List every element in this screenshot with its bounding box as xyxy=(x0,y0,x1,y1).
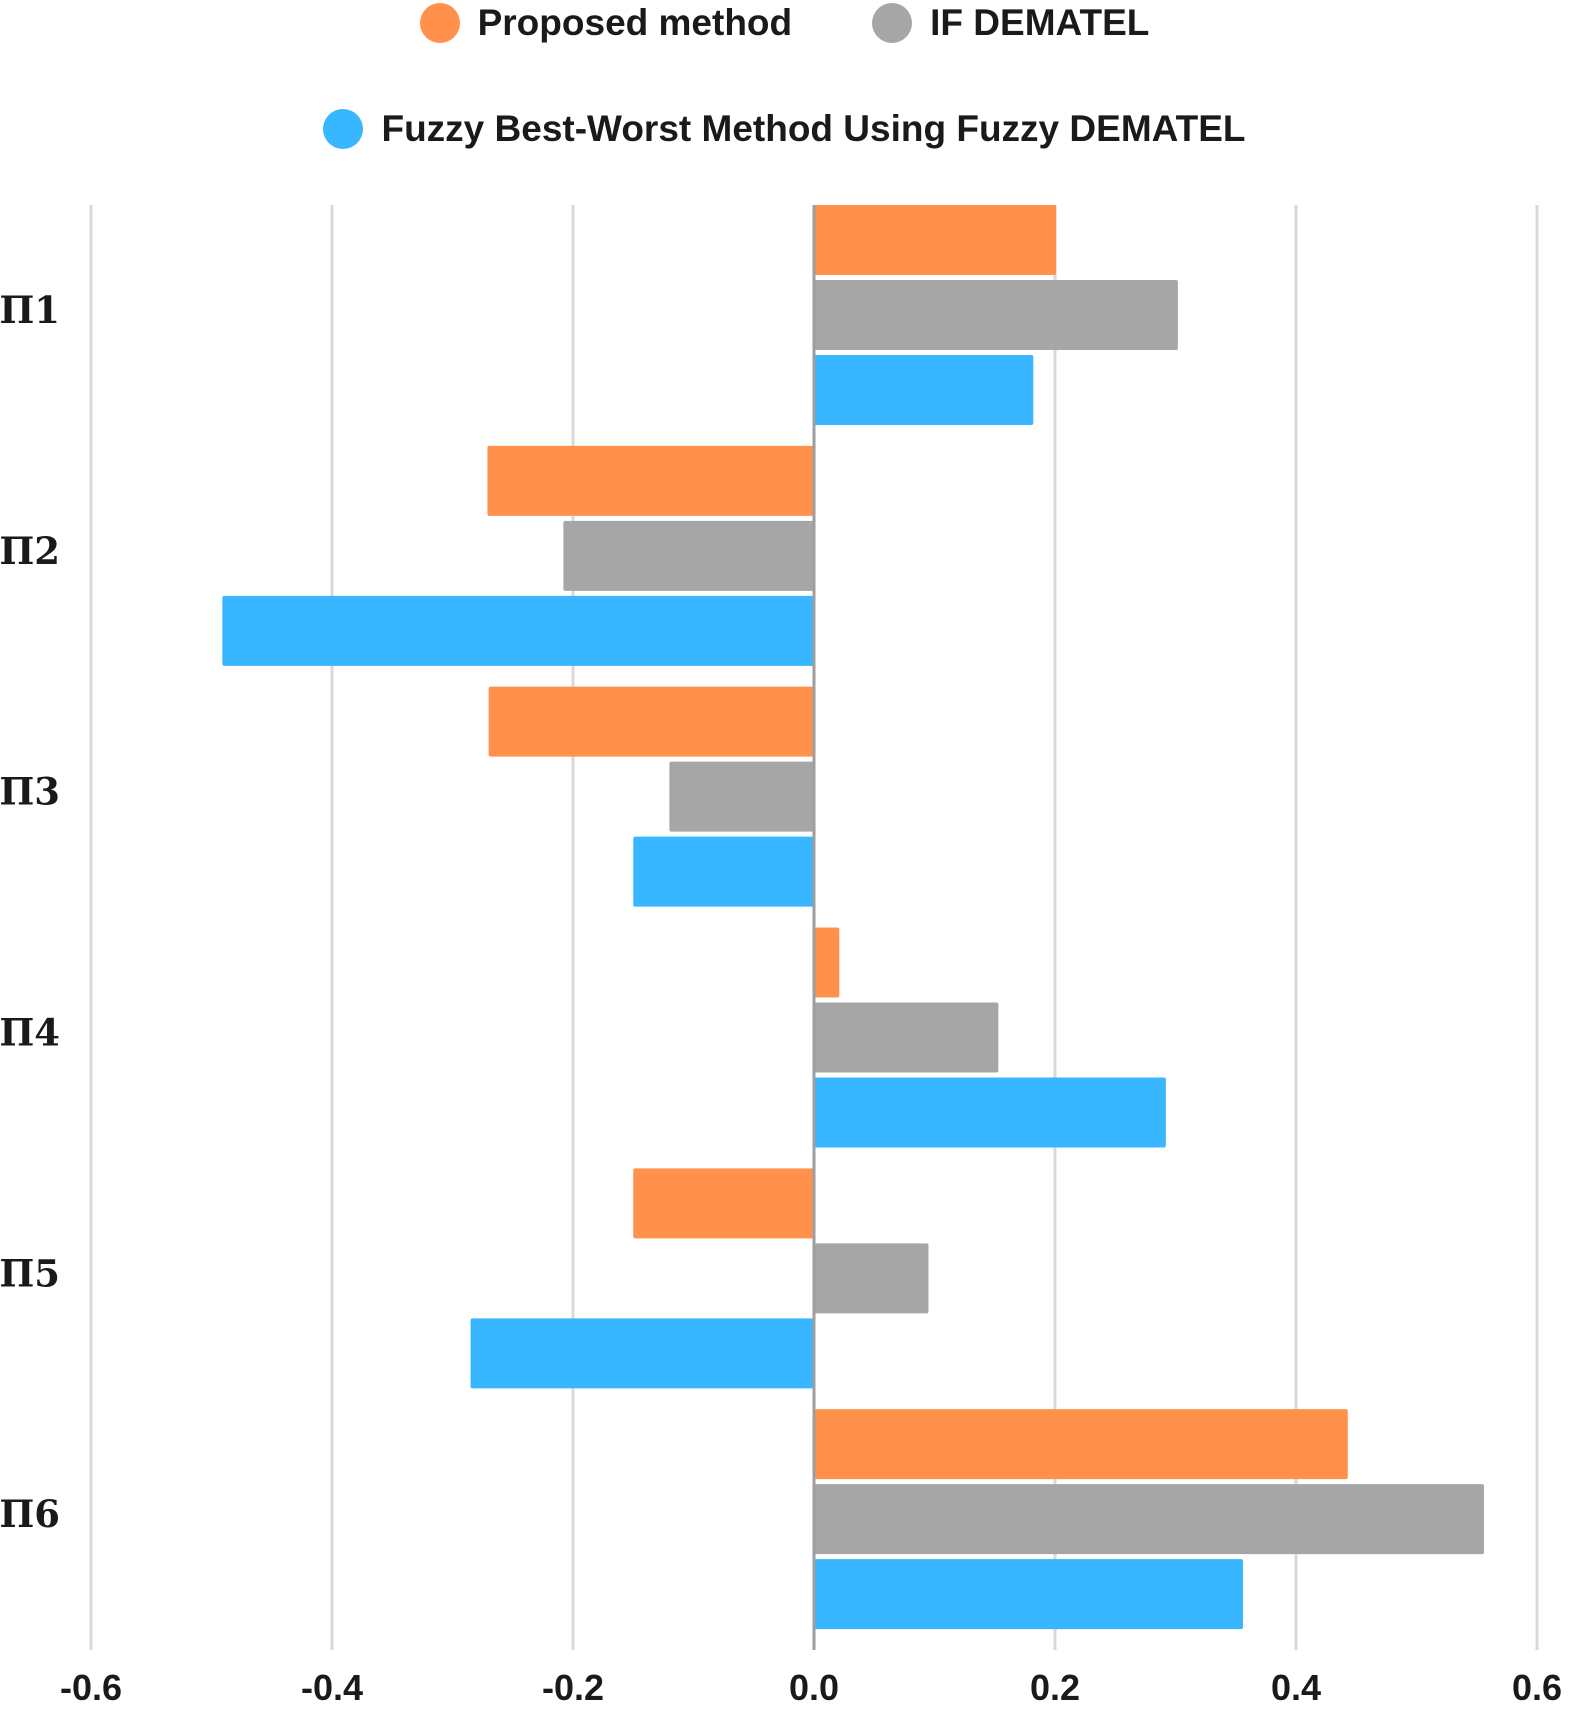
category-label: Π1 xyxy=(0,288,60,332)
bar-Π5-fuzzy-best-worst-method-using-fuzzy-dematel xyxy=(470,1318,814,1389)
bar-Π4-fuzzy-best-worst-method-using-fuzzy-dematel xyxy=(814,1077,1166,1148)
legend-swatch-proposed-method xyxy=(419,3,460,43)
x-tick-labels: -0.6 -0.4 -0.2 0.0 0.2 0.4 0.6 xyxy=(60,1667,1562,1708)
bar-Π2-if-dematel xyxy=(563,520,814,591)
x-tick-label: 0.0 xyxy=(789,1667,839,1708)
legend-item-fuzzy-bwm: Fuzzy Best-Worst Method Using Fuzzy DEMA… xyxy=(323,108,1246,150)
legend-swatch-fuzzy-bwm xyxy=(323,109,364,149)
bar-Π2-fuzzy-best-worst-method-using-fuzzy-dematel xyxy=(222,595,815,666)
legend-row-2: Fuzzy Best-Worst Method Using Fuzzy DEMA… xyxy=(0,106,1569,152)
bars xyxy=(222,205,1484,1630)
x-tick-label: 0.4 xyxy=(1271,1667,1321,1708)
bar-Π6-if-dematel xyxy=(814,1484,1484,1555)
category-label: Π4 xyxy=(0,1010,60,1054)
x-tick-label: 0.6 xyxy=(1512,1667,1562,1708)
legend-label-proposed-method: Proposed method xyxy=(477,2,793,43)
x-tick-label: -0.4 xyxy=(301,1667,363,1708)
bar-Π1-fuzzy-best-worst-method-using-fuzzy-dematel xyxy=(814,355,1034,425)
bar-Π4-proposed-method xyxy=(814,927,840,998)
legend-row-1: Proposed method IF DEMATEL xyxy=(0,0,1569,46)
x-tick-label: 0.2 xyxy=(1030,1667,1080,1708)
category-label: Π3 xyxy=(0,770,60,814)
legend-label-if-dematel: IF DEMATEL xyxy=(930,2,1150,43)
bar-Π1-proposed-method xyxy=(814,205,1057,275)
x-tick-label: -0.2 xyxy=(542,1667,604,1708)
category-labels: Π1 Π2 Π3 Π4 Π5 Π6 xyxy=(0,288,60,1536)
legend-swatch-if-dematel xyxy=(872,3,913,43)
legend-label-fuzzy-bwm: Fuzzy Best-Worst Method Using Fuzzy DEMA… xyxy=(381,108,1246,149)
x-tick-label: -0.6 xyxy=(60,1667,122,1708)
category-label: Π6 xyxy=(0,1492,60,1536)
bar-Π3-if-dematel xyxy=(669,761,814,832)
bar-Π6-proposed-method xyxy=(814,1409,1348,1480)
bar-Π5-proposed-method xyxy=(633,1168,814,1239)
bar-Π1-if-dematel xyxy=(814,280,1178,350)
bar-Π3-fuzzy-best-worst-method-using-fuzzy-dematel xyxy=(633,836,814,907)
legend-item-proposed-method: Proposed method xyxy=(419,2,793,44)
category-label: Π2 xyxy=(0,529,60,573)
category-label: Π5 xyxy=(0,1251,60,1295)
bar-Π5-if-dematel xyxy=(814,1243,929,1314)
legend-item-if-dematel: IF DEMATEL xyxy=(872,2,1149,44)
bar-Π3-proposed-method xyxy=(488,686,814,757)
bar-Π6-fuzzy-best-worst-method-using-fuzzy-dematel xyxy=(814,1559,1243,1630)
bar-Π4-if-dematel xyxy=(814,1002,999,1073)
bar-Π2-proposed-method xyxy=(487,445,814,516)
